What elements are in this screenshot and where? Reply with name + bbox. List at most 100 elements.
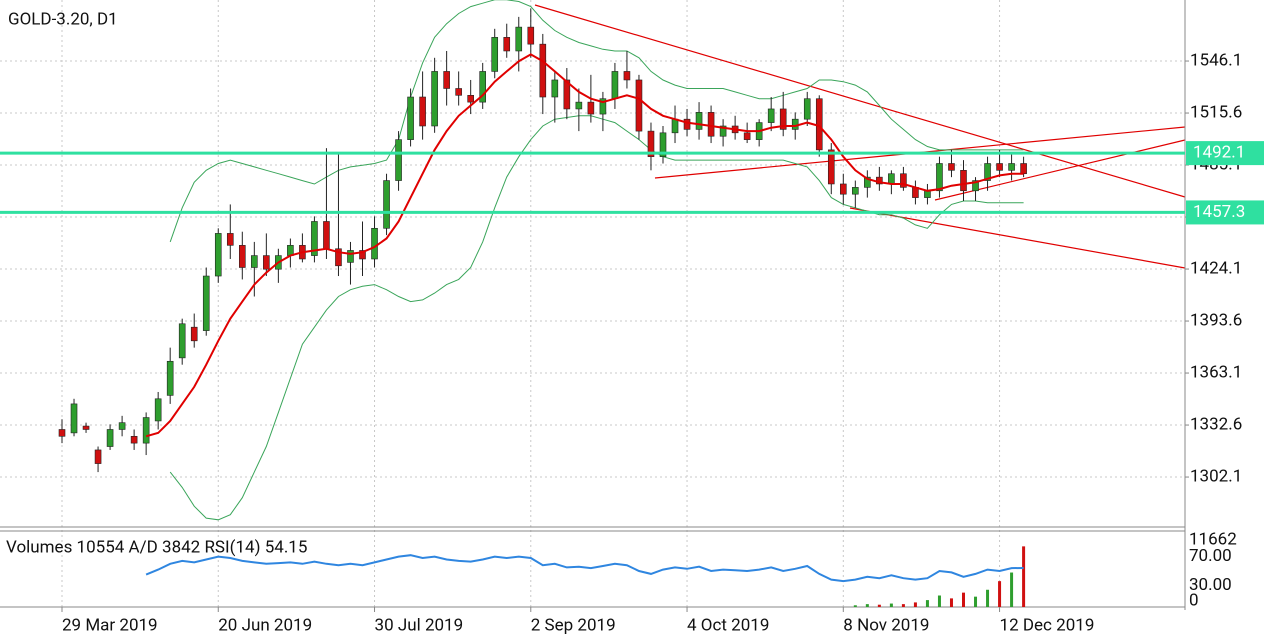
candle-body — [311, 221, 318, 256]
y-tick-label: 1302.1 — [1190, 467, 1242, 487]
candle-body — [611, 71, 619, 100]
candle-body — [936, 163, 943, 192]
chart-title: GOLD-3.20, D1 — [8, 9, 118, 29]
candle-body — [647, 130, 655, 157]
y-tick-label: 1363.1 — [1190, 363, 1242, 383]
volume-bar — [1010, 572, 1014, 607]
volume-bar — [949, 598, 953, 607]
candle-body — [94, 449, 102, 464]
candle-body — [130, 435, 138, 444]
candle-body — [527, 26, 535, 45]
y-tick-label: 1332.6 — [1190, 415, 1242, 435]
candle-body — [239, 245, 246, 268]
candle-body — [467, 95, 474, 103]
candle-body — [202, 275, 210, 331]
candle-body — [431, 71, 438, 127]
candle-body — [503, 37, 511, 52]
candle-body — [743, 132, 751, 140]
candle-body — [106, 429, 114, 447]
candle-body — [82, 425, 90, 430]
candle-body — [791, 118, 799, 130]
y-tick-label: 1515.6 — [1190, 103, 1242, 123]
candle-body — [407, 96, 414, 140]
x-tick-label: 30 Jul 2019 — [375, 615, 464, 635]
candle-body — [491, 37, 499, 72]
level-label-box — [1186, 200, 1264, 225]
candle-body — [996, 163, 1003, 171]
candle-body — [815, 98, 823, 151]
volume-bar — [925, 600, 929, 607]
candle-body — [263, 255, 270, 270]
y-tick-label: 1546.1 — [1190, 51, 1242, 71]
candle-body — [888, 173, 895, 185]
candle-body — [900, 173, 907, 188]
candle-body — [599, 98, 607, 115]
candle-body — [70, 403, 78, 434]
candle-body — [142, 417, 150, 444]
candle-body — [118, 422, 126, 430]
candle-body — [659, 132, 667, 157]
candle-body — [154, 398, 162, 422]
volume-bar — [974, 596, 978, 607]
x-tick-label: 4 Oct 2019 — [687, 615, 769, 635]
candle-body — [190, 326, 198, 342]
volume-bar — [865, 604, 869, 607]
y-tick-label: 1393.6 — [1190, 311, 1242, 331]
volume-bar — [962, 592, 965, 607]
candle-body — [707, 112, 715, 137]
x-tick-label: 20 Jun 2019 — [218, 615, 312, 635]
volume-bar — [877, 604, 881, 607]
candle-body — [371, 227, 378, 260]
candle-body — [984, 163, 991, 181]
candle-body — [539, 43, 547, 98]
candle-body — [359, 250, 366, 260]
candle-body — [948, 163, 955, 171]
candle-body — [515, 26, 523, 52]
x-tick-label: 8 Nov 2019 — [843, 615, 929, 635]
candle-body — [443, 71, 450, 89]
x-tick-label: 29 Mar 2019 — [62, 615, 158, 635]
trendline — [534, 4, 1186, 198]
level-label-box — [1186, 141, 1264, 166]
candle-body — [779, 108, 787, 130]
candle-body — [1020, 163, 1027, 175]
candle-body — [575, 101, 583, 110]
candle-body — [623, 71, 631, 81]
volume-bar — [853, 605, 857, 607]
x-tick-label: 12 Dec 2019 — [1000, 615, 1095, 635]
candle-body — [695, 112, 703, 130]
candle-body — [419, 96, 426, 127]
candle-body — [839, 183, 847, 195]
candle-body — [383, 180, 390, 229]
candle-body — [455, 88, 462, 96]
volume-bar — [937, 595, 941, 607]
y-tick-label: 1424.1 — [1190, 259, 1242, 279]
candle-body — [864, 176, 871, 188]
candle-body — [924, 190, 931, 198]
candle-body — [58, 429, 66, 437]
candle-body — [226, 233, 234, 246]
candle-body — [960, 170, 967, 192]
candle-body — [852, 187, 859, 195]
bollinger-upper — [169, 0, 1024, 243]
bollinger-lower — [169, 115, 1024, 521]
candle-body — [767, 108, 775, 123]
candle-body — [335, 248, 342, 267]
rsi-line — [145, 554, 1024, 583]
level-label: 1457.3 — [1193, 202, 1245, 222]
volume-bar — [901, 604, 905, 607]
candle-body — [635, 79, 643, 132]
candle-body — [719, 125, 727, 137]
candle-body — [479, 71, 487, 103]
candle-body — [251, 255, 258, 268]
candle-body — [803, 98, 811, 120]
moving-average — [145, 53, 1024, 438]
trendline — [849, 207, 1186, 269]
candle-body — [214, 233, 222, 277]
candle-body — [347, 250, 354, 263]
candle-body — [166, 360, 174, 396]
x-tick-label: 2 Sep 2019 — [531, 615, 616, 635]
candle-body — [1008, 163, 1015, 171]
